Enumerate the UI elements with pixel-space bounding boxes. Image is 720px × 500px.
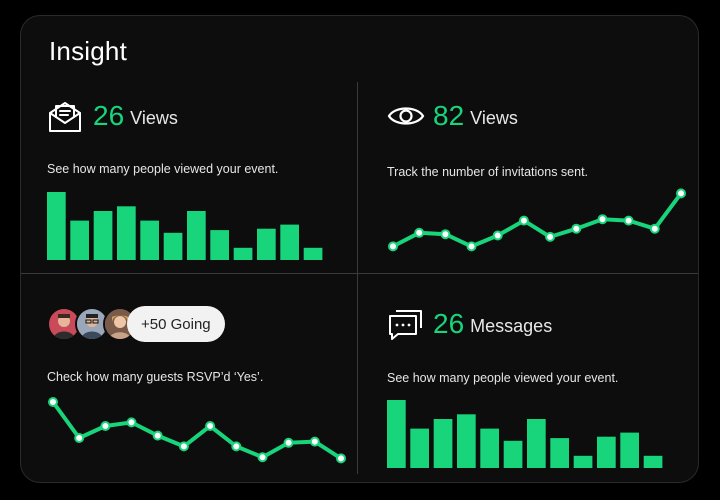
data-point <box>178 441 189 452</box>
bar <box>257 228 276 260</box>
going-description: Check how many guests RSVP’d ‘Yes’. <box>47 370 264 384</box>
data-point <box>257 452 268 463</box>
data-point <box>283 437 294 448</box>
data-point <box>518 215 529 226</box>
bar <box>387 400 406 468</box>
data-point <box>571 223 582 234</box>
card-title: Insight <box>49 36 128 66</box>
views-label-right: Views <box>470 107 518 128</box>
bar <box>550 438 569 468</box>
going-count-badge[interactable]: +50 Going <box>127 306 225 342</box>
data-point <box>676 188 686 199</box>
bar <box>643 455 663 468</box>
bar <box>47 192 66 260</box>
open-envelope-icon <box>47 96 85 136</box>
views-panel-left[interactable]: 26 Views See how many people viewed your… <box>47 96 357 266</box>
bar <box>457 414 476 468</box>
bar <box>233 247 253 260</box>
views-count-right: 82 <box>433 100 465 131</box>
messages-panel[interactable]: 26 Messages See how many people viewed y… <box>387 304 697 474</box>
going-line-chart <box>48 397 346 464</box>
views-description-right: Track the number of invitations sent. <box>387 165 589 179</box>
views-label-left: Views <box>130 107 178 128</box>
views-header-right: 82 Views <box>387 96 518 136</box>
views-header-left: 26 Views <box>47 96 178 136</box>
views-line-chart <box>388 188 686 252</box>
bar <box>140 220 159 260</box>
bar <box>187 211 206 260</box>
views-count-left: 26 <box>93 100 125 131</box>
bar <box>503 440 523 468</box>
messages-description: See how many people viewed your event. <box>387 371 619 385</box>
bar <box>280 224 299 260</box>
messages-count: 26 <box>433 308 465 339</box>
bar <box>597 436 616 468</box>
data-point <box>649 223 660 234</box>
bar <box>410 428 429 468</box>
insight-card: Insight 26 Views See how many people vie… <box>20 15 699 483</box>
bar <box>210 230 229 260</box>
messages-header: 26 Messages <box>387 304 552 344</box>
data-point <box>414 227 425 238</box>
bar <box>70 220 89 260</box>
bar <box>573 455 593 468</box>
eye-icon <box>387 96 425 136</box>
data-point <box>152 430 163 441</box>
data-point <box>309 436 320 447</box>
data-point <box>466 241 477 252</box>
data-point <box>597 214 608 225</box>
data-point <box>440 229 451 240</box>
bar <box>480 428 499 468</box>
bar <box>93 211 113 260</box>
avatar <box>75 307 109 341</box>
guest-avatars: +50 Going <box>47 304 225 344</box>
views-panel-right[interactable]: 82 Views Track the number of invitations… <box>387 96 697 266</box>
data-point <box>231 441 242 452</box>
bar <box>433 419 453 468</box>
data-point <box>336 453 346 464</box>
going-panel[interactable]: +50 Going Check how many guests RSVP’d ‘… <box>47 304 357 474</box>
bar <box>117 206 136 260</box>
data-point <box>205 421 216 431</box>
data-point <box>545 231 556 242</box>
messages-bar-chart <box>387 400 663 468</box>
data-point <box>388 241 398 252</box>
data-point <box>126 417 137 428</box>
data-point <box>623 215 634 226</box>
views-description-left: See how many people viewed your event. <box>47 162 279 176</box>
series-line <box>51 400 343 461</box>
bar <box>163 232 183 260</box>
bar <box>303 247 323 260</box>
views-bar-chart <box>47 192 323 260</box>
data-point <box>100 421 111 431</box>
horizontal-divider <box>21 273 698 274</box>
data-point <box>48 397 58 407</box>
data-point <box>492 230 503 241</box>
series-line <box>392 192 683 249</box>
data-point <box>74 433 85 443</box>
messages-label: Messages <box>470 315 553 336</box>
vertical-divider <box>357 82 358 474</box>
chat-bubbles-icon <box>387 304 425 344</box>
bar <box>620 432 639 468</box>
bar <box>527 419 546 468</box>
